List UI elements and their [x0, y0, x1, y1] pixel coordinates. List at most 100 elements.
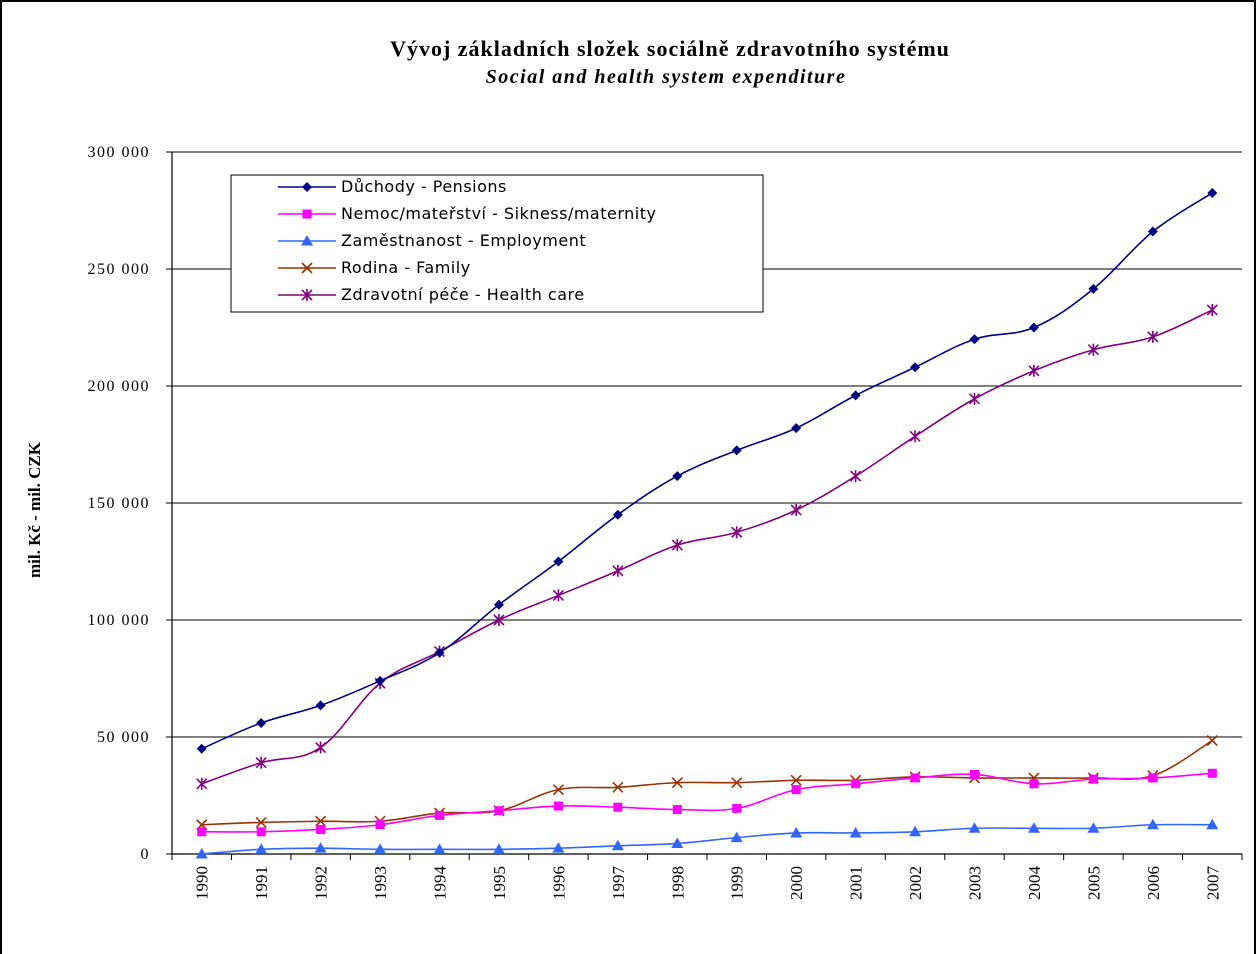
x-tick-label: 2007	[1203, 866, 1222, 901]
chart-title: Vývoj základních složek sociálně zdravot…	[390, 36, 950, 61]
y-tick-label: 150 000	[88, 495, 151, 512]
data-point	[1087, 822, 1100, 833]
x-tick-label: 2003	[966, 866, 985, 900]
data-point	[671, 777, 683, 789]
legend-marker	[301, 289, 313, 301]
data-point	[493, 614, 505, 626]
data-point	[731, 445, 742, 456]
data-point	[553, 801, 563, 811]
legend-label: Zaměstnanost - Employment	[341, 231, 586, 250]
data-point	[553, 556, 564, 567]
data-point	[732, 803, 742, 813]
x-tick-label: 1991	[252, 866, 271, 900]
data-point	[1088, 283, 1099, 294]
data-point	[1148, 773, 1158, 783]
y-axis-label: mil. Kč - mil. CZK	[25, 441, 44, 578]
data-point	[256, 717, 267, 728]
series-line	[201, 772, 1213, 833]
data-point	[851, 779, 861, 789]
data-point	[1207, 768, 1217, 778]
y-tick-label: 200 000	[88, 378, 151, 395]
y-tick-label: 250 000	[88, 261, 151, 278]
data-point	[1029, 779, 1039, 789]
data-point	[849, 826, 862, 838]
data-point	[850, 390, 861, 401]
x-tick-label: 1998	[668, 866, 687, 900]
data-point	[1028, 322, 1039, 333]
data-point	[1206, 818, 1219, 830]
x-tick-label: 1992	[312, 866, 331, 900]
data-point	[434, 647, 445, 658]
data-point	[790, 826, 803, 838]
data-point	[672, 805, 682, 815]
legend-label: Nemoc/mateřství - Sikness/maternity	[341, 204, 656, 223]
data-point	[552, 842, 565, 853]
data-point	[910, 773, 920, 783]
axes	[166, 151, 1243, 860]
data-point	[1147, 226, 1158, 237]
data-point	[850, 470, 862, 483]
data-point	[969, 334, 980, 345]
legend-item: Zdravotní péče - Health care	[278, 285, 585, 304]
data-point	[613, 802, 623, 812]
y-tick-label: 300 000	[88, 144, 151, 161]
data-point	[790, 504, 802, 517]
data-point	[375, 675, 386, 686]
series-group	[195, 187, 1219, 859]
data-point	[730, 831, 743, 843]
legend-item: Zaměstnanost - Employment	[278, 231, 586, 250]
data-point	[968, 392, 981, 405]
legend-item: Rodina - Family	[278, 258, 471, 277]
data-point	[493, 599, 504, 610]
data-point	[256, 827, 266, 837]
data-point	[970, 769, 979, 779]
data-point	[1028, 364, 1040, 377]
data-point	[1147, 330, 1159, 343]
x-tick-label: 2006	[1144, 866, 1163, 900]
data-point	[909, 430, 921, 443]
data-point	[1206, 734, 1218, 747]
data-point	[375, 820, 385, 830]
data-point	[1206, 303, 1218, 316]
x-tick-label: 1996	[549, 866, 568, 900]
series-2	[195, 818, 1219, 859]
data-point	[255, 843, 268, 854]
x-tick-label: 1997	[609, 866, 628, 901]
series-0	[196, 187, 1218, 754]
x-tick-label: 2002	[906, 866, 925, 900]
data-point	[671, 539, 683, 552]
data-point	[316, 824, 326, 834]
data-point	[492, 843, 505, 854]
data-point	[314, 842, 327, 853]
data-point	[1088, 774, 1098, 784]
data-point	[731, 777, 743, 789]
series-4	[196, 303, 1218, 790]
x-tick-label: 1994	[431, 866, 450, 901]
data-point	[196, 777, 208, 790]
data-point	[255, 816, 267, 828]
data-point	[1146, 818, 1159, 830]
data-point	[255, 756, 267, 769]
data-point	[196, 743, 207, 754]
data-point	[968, 822, 981, 833]
x-tick-labels: 1990 1991 1992 1993 1994 1995 1996 1997 1998 1999…	[193, 866, 1223, 901]
data-point	[435, 810, 444, 820]
legend-marker	[301, 235, 313, 246]
series-1	[197, 768, 1217, 837]
x-tick-label: 1990	[193, 866, 212, 900]
legend-label: Zdravotní péče - Health care	[341, 285, 585, 304]
data-point	[791, 785, 801, 795]
data-point	[1027, 822, 1040, 833]
data-point	[910, 362, 921, 373]
y-tick-label: 50 000	[97, 729, 150, 746]
data-point	[494, 806, 504, 816]
legend-marker	[302, 182, 312, 192]
data-point	[612, 781, 624, 793]
legend-marker	[301, 262, 313, 274]
data-point	[552, 589, 564, 602]
data-point	[791, 423, 802, 434]
y-tick-labels: 0 50 000 100 000 150 000 200 000 250 000 300 0…	[88, 144, 151, 863]
data-point	[315, 700, 326, 711]
legend-label: Rodina - Family	[341, 258, 471, 277]
